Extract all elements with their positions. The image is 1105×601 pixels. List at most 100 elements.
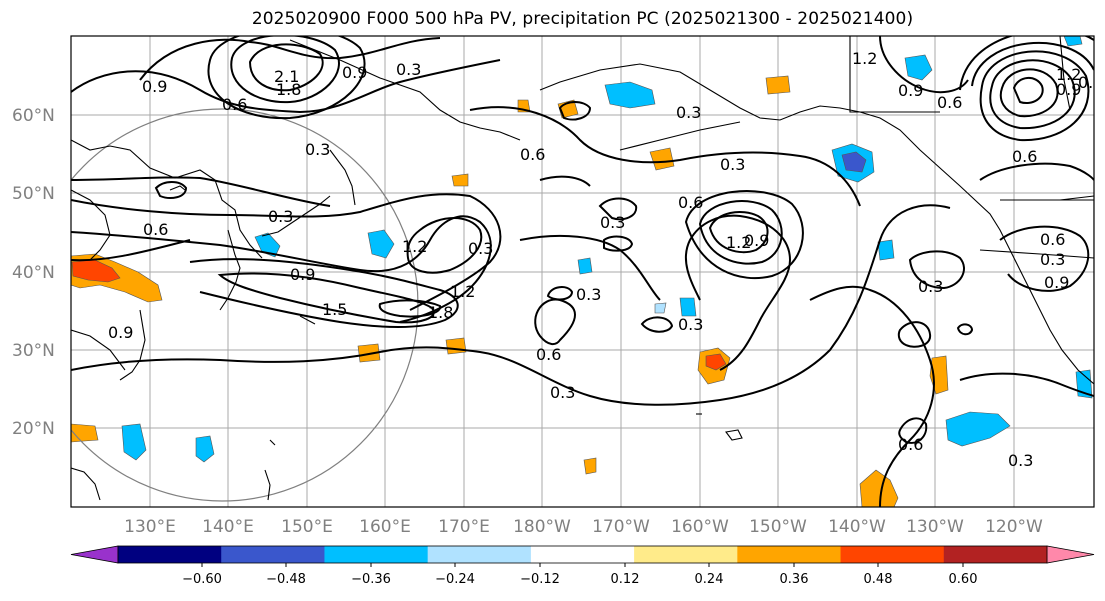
lon-label: 160°E — [359, 517, 411, 537]
contour-label: 0.3 — [396, 60, 421, 79]
contour-ne-4 — [979, 50, 1090, 142]
lon-label: 140°E — [202, 517, 254, 537]
lon-label: 120°W — [985, 517, 1043, 537]
lat-label: 50°N — [12, 184, 55, 204]
contour-goa-2 — [698, 200, 783, 265]
contour-label: 0.3 — [678, 315, 703, 334]
contour-label: 0.9 — [1044, 273, 1069, 292]
precip-blob-small8 — [577, 257, 593, 275]
lat-label: 40°N — [12, 263, 55, 283]
contour-label: 0.6 — [536, 345, 561, 364]
contour-env-2 — [71, 239, 191, 262]
longitude-labels: 130°E 140°E 150°E 160°E 170°E 180°W 170°… — [124, 517, 1043, 537]
colorbar-right-arrow — [1046, 545, 1095, 564]
contour-goa-3 — [684, 190, 804, 280]
contour-env-6 — [809, 285, 935, 507]
contour-label: 0.6 — [1040, 230, 1065, 249]
contour-env-9 — [897, 321, 932, 348]
precip-blob-small2 — [765, 75, 791, 95]
colorbar-segment — [427, 546, 532, 563]
contour-label: 0.9 — [898, 81, 923, 100]
colorbar-segment — [324, 546, 429, 563]
contour-mid-1 — [71, 193, 502, 311]
colorbar-tick-label: −0.12 — [520, 572, 560, 587]
contour-mid-5 — [378, 299, 441, 318]
precip-blob-small10 — [877, 239, 895, 261]
contour-label: 2.1 — [274, 67, 299, 86]
map-title: 2025020900 F000 500 hPa PV, precipitatio… — [251, 9, 914, 29]
contour-label: 0.6 — [898, 435, 923, 454]
lon-label: 180°W — [513, 517, 571, 537]
lon-label: 170°E — [438, 517, 490, 537]
contour-label: 1.2 — [450, 282, 475, 301]
contour-label: 0.3 — [268, 207, 293, 226]
precip-blob-small9 — [679, 297, 697, 317]
colorbar-segment — [943, 546, 1048, 563]
colorbar-tick-label: 0.60 — [949, 572, 978, 587]
contour-ne-8 — [999, 225, 1090, 292]
colorbar-tick-label: −0.36 — [351, 572, 391, 587]
contour-label: 0.3 — [576, 285, 601, 304]
contour-label: 1.8 — [428, 303, 453, 322]
contour-env-10 — [956, 323, 974, 336]
contour-ne-7 — [979, 162, 1094, 181]
precip-blob-kuril — [367, 229, 395, 259]
contour-label: 0.3 — [305, 140, 330, 159]
pv-contours — [71, 36, 1094, 507]
contour-label: 0.9 — [290, 265, 315, 284]
precip-blob-midpacific-core — [705, 353, 727, 371]
contour-label: 0.3 — [1008, 451, 1033, 470]
colorbar-segment — [221, 546, 325, 563]
lat-label: 30°N — [12, 341, 55, 361]
precip-blob-canada-ne — [1063, 36, 1083, 47]
contour-nw-4 — [139, 37, 441, 81]
contour-label: 0.6 — [222, 95, 247, 114]
contour-ne-2 — [999, 68, 1059, 118]
precip-blob-hawaii-east — [945, 411, 1011, 447]
colorbar-segment — [737, 546, 842, 563]
colorbar-tick-label: −0.24 — [435, 572, 475, 587]
contour-env-14 — [898, 417, 928, 444]
contour-label: 0.9 — [108, 323, 133, 342]
contour-label: 0.9 — [744, 231, 769, 250]
colorbar-tick-label: 0.24 — [695, 572, 724, 587]
contour-label: 0.6 — [678, 193, 703, 212]
precip-blob-asia-east-core — [71, 259, 121, 283]
contour-label: 0.3 — [468, 239, 493, 258]
contour-goa-1 — [708, 211, 769, 254]
contour-ne-6 — [959, 36, 1094, 91]
contour-label: 1.2 — [852, 49, 877, 68]
lon-label: 150°W — [749, 517, 807, 537]
contour-label: 0.9 — [1056, 80, 1081, 99]
contour-mid-7 — [406, 217, 483, 274]
contour-label: 0.3 — [720, 155, 745, 174]
precip-blob-small7 — [451, 173, 469, 187]
colorbar: −0.60 −0.48 −0.36 −0.24 −0.12 0.12 0.24 … — [70, 545, 1095, 587]
contour-label: 0.3 — [676, 103, 701, 122]
colorbar-frame — [117, 545, 1048, 564]
colorbar-segment — [634, 546, 738, 563]
precip-blob-alaska-north — [604, 81, 656, 109]
contour-nw-3 — [207, 36, 366, 120]
precip-blob-small6 — [445, 337, 467, 355]
contour-nw-5 — [71, 59, 501, 114]
contour-label: 0.3 — [550, 383, 575, 402]
contour-label: 0.9 — [142, 77, 167, 96]
contour-env-12 — [546, 286, 574, 301]
contour-env-7 — [959, 372, 1094, 397]
contour-label: 0.6 — [1012, 147, 1037, 166]
contour-label: 1.2 — [726, 233, 751, 252]
contour-env-1 — [71, 204, 951, 406]
lon-label: 130°E — [124, 517, 176, 537]
colorbar-tick-label: 0.12 — [611, 572, 640, 587]
contour-label: 1.2 — [1056, 65, 1081, 84]
contour-ne-5 — [971, 41, 1094, 87]
colorbar-segment — [530, 546, 635, 563]
contour-labels: 0.9 2.1 1.8 0.9 0.3 1.2 0.9 0.6 0.6 0.3 … — [108, 49, 1094, 470]
lon-label: 130°W — [906, 517, 964, 537]
contour-label: 0.6 — [143, 220, 168, 239]
precip-blob-small11 — [583, 457, 597, 475]
contour-label: 0.3 — [600, 213, 625, 232]
contour-mid-4 — [217, 272, 435, 324]
contour-pac-11 — [539, 175, 591, 187]
